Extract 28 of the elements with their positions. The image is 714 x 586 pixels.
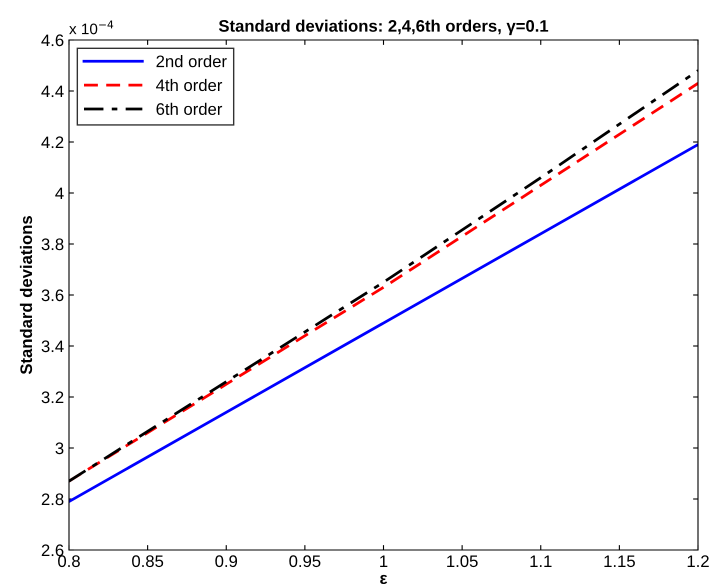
x-axis-title: ε xyxy=(380,574,388,584)
x-tick-label: 1.15 xyxy=(604,555,635,568)
x-tick-label: 1 xyxy=(380,555,388,567)
x-tick-label: 0.9 xyxy=(215,555,238,568)
y-tick-label: 4.6 xyxy=(41,34,64,46)
y-tick-label: 4.4 xyxy=(41,86,64,98)
chart-title: Standard deviations: 2,4,6th orders, γ=0.1 xyxy=(218,20,548,36)
x-tick-label: 1.1 xyxy=(530,555,552,567)
y-tick-label: 2.8 xyxy=(42,493,64,506)
x-tick-label: 0.85 xyxy=(132,555,164,568)
y-tick-label: 4 xyxy=(55,188,64,200)
line-series xyxy=(69,143,698,503)
legend-label: 2nd order xyxy=(156,55,227,68)
x-tick-label: 0.95 xyxy=(289,555,320,568)
y-tick-label: 4.2 xyxy=(41,136,64,148)
x-tick-label: 1.2 xyxy=(688,555,709,567)
y-tick-label: 3.2 xyxy=(42,391,64,404)
y-axis-title: Standard deviations xyxy=(20,216,32,374)
x-tick-label: 1.05 xyxy=(447,555,478,568)
y-tick-label: 3.6 xyxy=(42,289,64,302)
y-tick-label: 3.4 xyxy=(42,340,64,352)
legend-label: 4th order xyxy=(156,78,222,92)
legend-label: 6th order xyxy=(156,102,222,115)
y-tick-label: 3.8 xyxy=(42,238,64,250)
text: x 10$^{−4}$ xyxy=(69,20,114,34)
y-tick-label: 3 xyxy=(56,442,64,454)
y-tick-label: 2.6 xyxy=(42,544,64,556)
x-tick-label: 0.8 xyxy=(58,555,80,568)
